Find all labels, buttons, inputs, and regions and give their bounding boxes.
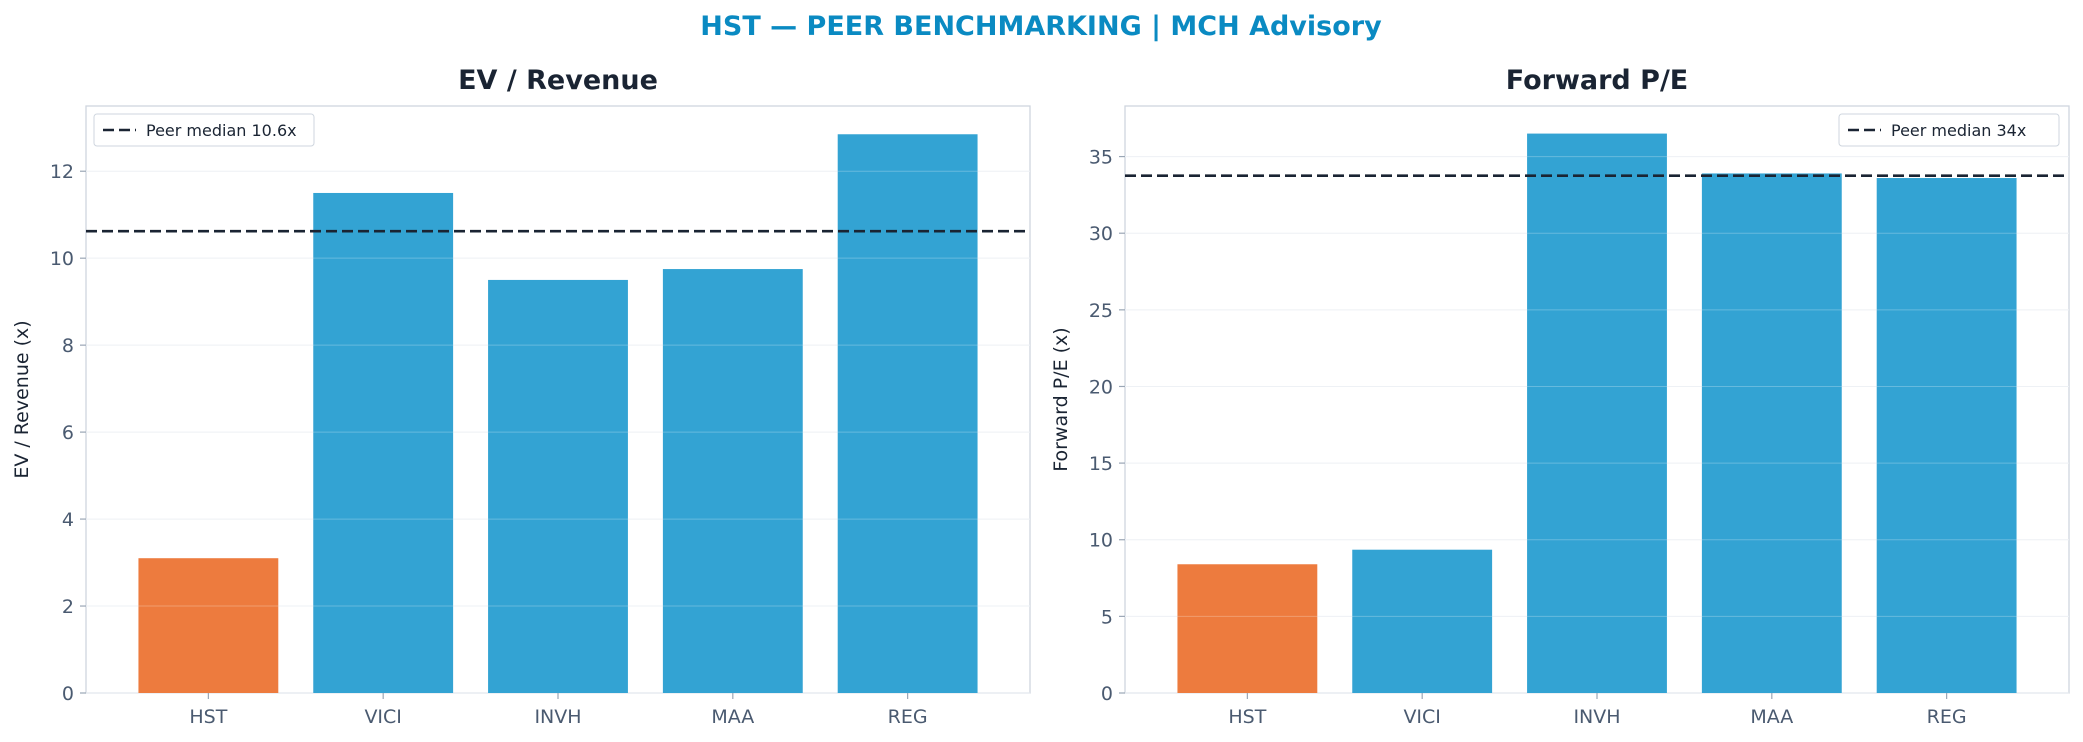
bar-invh: [488, 279, 628, 693]
y-tick-label: 4: [62, 509, 74, 531]
bar-reg: [1876, 178, 2017, 693]
y-tick-label: 0: [62, 683, 74, 705]
bar-maa: [1701, 173, 1842, 693]
legend: Peer median 10.6x: [93, 113, 315, 147]
legend-label: Peer median 34x: [1891, 121, 2026, 140]
figure-title: HST — PEER BENCHMARKING | MCH Advisory: [700, 11, 1382, 42]
bar-reg: [837, 134, 978, 694]
y-tick-label: 5: [1101, 606, 1113, 628]
y-tick-label: 35: [1089, 147, 1113, 169]
bar-maa: [662, 269, 803, 693]
bar-hst: [138, 558, 279, 693]
y-tick-label: 10: [50, 248, 74, 270]
panel-title: Forward P/E: [1506, 65, 1689, 96]
y-tick-label: 2: [62, 596, 74, 618]
y-axis-label: Forward P/E (x): [1050, 327, 1072, 471]
x-tick-label: REG: [1927, 706, 1967, 728]
x-tick-label: INVH: [534, 706, 581, 728]
y-tick-label: 15: [1089, 453, 1113, 475]
x-tick-label: MAA: [711, 706, 754, 728]
y-tick-label: 20: [1089, 376, 1113, 398]
legend: Peer median 34x: [1838, 113, 2060, 147]
y-tick-label: 10: [1089, 530, 1113, 552]
legend-label: Peer median 10.6x: [146, 121, 297, 140]
y-tick-label: 8: [62, 335, 74, 357]
y-tick-label: 25: [1089, 300, 1113, 322]
y-tick-label: 30: [1089, 223, 1113, 245]
bar-invh: [1527, 133, 1667, 693]
chart-panel-1: EV / Revenue 0 2 4 6 8 10 12 EV / Revenue (x) HST…: [11, 65, 1031, 728]
x-tick-label: REG: [888, 706, 928, 728]
y-tick-label: 6: [62, 422, 74, 444]
x-tick-label: VICI: [364, 706, 401, 728]
x-tick-label: HST: [1228, 706, 1266, 728]
panel-title: EV / Revenue: [458, 65, 658, 96]
y-tick-label: 12: [50, 161, 74, 183]
bar-vici: [313, 192, 454, 694]
legend-box: [93, 113, 315, 147]
y-axis-label: EV / Revenue (x): [11, 320, 33, 478]
chart-panel-2: Forward P/E 0 5 10 15 20 25 30 35 Forward P/E (x)…: [1050, 65, 2070, 728]
x-tick-label: INVH: [1573, 706, 1620, 728]
x-tick-label: MAA: [1750, 706, 1793, 728]
y-tick-label: 0: [1101, 683, 1113, 705]
x-tick-label: VICI: [1403, 706, 1440, 728]
legend-box: [1838, 113, 2060, 147]
bar-hst: [1177, 564, 1318, 693]
bar-vici: [1352, 549, 1493, 693]
x-tick-label: HST: [189, 706, 227, 728]
